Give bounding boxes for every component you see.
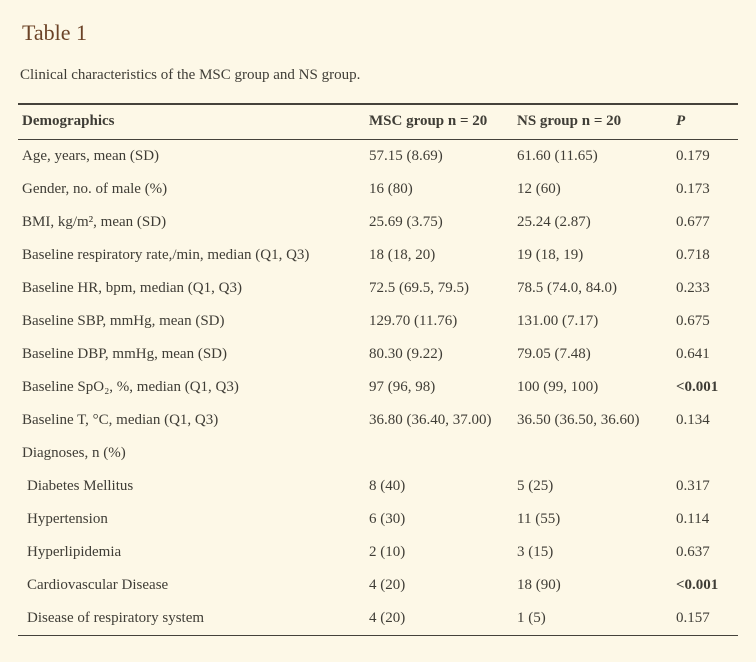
- row-label-cell: Baseline T, °C, median (Q1, Q3): [22, 412, 219, 429]
- row-label-cell: Cardiovascular Disease: [27, 577, 169, 594]
- table-row: Gender, no. of male (%) 16 (80) 12 (60) 0.1…: [18, 173, 738, 206]
- msc-group-value-cell: 57.15 (8.69): [369, 148, 443, 165]
- row-label-cell: Baseline HR, bpm, median (Q1, Q3): [22, 280, 242, 297]
- msc-group-value-cell: [365, 437, 513, 470]
- ns-group-value-cell: 18 (90): [517, 577, 561, 594]
- column-header-ns-group: NS group n = 20: [517, 113, 622, 130]
- table-row: Baseline SBP, mmHg, mean (SD) 129.70 (11.…: [18, 305, 738, 338]
- p-value-cell: 0.637: [676, 544, 710, 561]
- p-value-cell: 0.233: [676, 280, 710, 297]
- row-label-cell: Baseline SBP, mmHg, mean (SD): [22, 313, 225, 330]
- msc-group-value-cell: 16 (80): [369, 181, 413, 198]
- column-header-msc-group: MSC group n = 20: [369, 113, 488, 130]
- table-row: Baseline DBP, mmHg, mean (SD) 80.30 (9.22…: [18, 338, 738, 371]
- ns-group-value-cell: 79.05 (7.48): [517, 346, 591, 363]
- msc-group-value-cell: 2 (10): [369, 544, 406, 561]
- table-title: Table 1: [22, 20, 88, 45]
- row-label-cell: Disease of respiratory system: [27, 610, 205, 627]
- row-label-cell: Baseline SpO₂, %, median (Q1, Q3): [22, 379, 239, 396]
- clinical-characteristics-table: Demographics MSC group n = 20 NS group n…: [18, 103, 738, 637]
- ns-group-value-cell: 131.00 (7.17): [517, 313, 599, 330]
- table-row: Age, years, mean (SD) 57.15 (8.69) 61.60 (…: [18, 140, 738, 174]
- msc-group-value-cell: 4 (20): [369, 577, 406, 594]
- ns-group-value-cell: 19 (18, 19): [517, 247, 584, 264]
- p-value-cell: 0.179: [676, 148, 710, 165]
- msc-group-value-cell: 8 (40): [369, 478, 406, 495]
- table-row: Baseline T, °C, median (Q1, Q3) 36.80 (36…: [18, 404, 738, 437]
- p-value-cell: 0.114: [676, 511, 710, 528]
- p-value-cell: <0.001: [676, 379, 719, 396]
- p-value-cell: 0.134: [676, 412, 710, 429]
- row-label-cell: Gender, no. of male (%): [22, 181, 168, 198]
- msc-group-value-cell: 4 (20): [369, 610, 406, 627]
- ns-group-value-cell: 25.24 (2.87): [517, 214, 591, 231]
- ns-group-value-cell: 61.60 (11.65): [517, 148, 598, 165]
- row-label-cell: Hyperlipidemia: [27, 544, 122, 561]
- ns-group-value-cell: 100 (99, 100): [517, 379, 599, 396]
- table-header: Demographics MSC group n = 20 NS group n…: [18, 104, 738, 140]
- ns-group-value-cell: [513, 437, 672, 470]
- msc-group-value-cell: 129.70 (11.76): [369, 313, 458, 330]
- article-table-page: Table 1 Clinical characteristics of the …: [0, 20, 756, 662]
- column-header-p-value: P: [676, 113, 686, 130]
- ns-group-value-cell: 36.50 (36.50, 36.60): [517, 412, 640, 429]
- row-label-cell: Baseline respiratory rate,/min, median (…: [22, 247, 310, 264]
- msc-group-value-cell: 18 (18, 20): [369, 247, 436, 264]
- row-label-cell: Hypertension: [27, 511, 108, 528]
- column-header-demographics: Demographics: [22, 113, 115, 130]
- row-label-cell: BMI, kg/m², mean (SD): [22, 214, 167, 231]
- table-caption: Clinical characteristics of the MSC grou…: [20, 67, 361, 84]
- p-value-cell: <0.001: [676, 577, 719, 594]
- table-row: Disease of respiratory system 4 (20) 1 (5)…: [18, 602, 738, 636]
- table-row: Cardiovascular Disease 4 (20) 18 (90) <0.00…: [18, 569, 738, 602]
- table-row: Baseline respiratory rate,/min, median (…: [18, 239, 738, 272]
- msc-group-value-cell: 25.69 (3.75): [369, 214, 443, 231]
- row-label-cell: Diagnoses, n (%): [22, 445, 126, 462]
- row-label-cell: Age, years, mean (SD): [22, 148, 160, 165]
- row-label-cell: Baseline DBP, mmHg, mean (SD): [22, 346, 227, 363]
- table-header-row: Demographics MSC group n = 20 NS group n…: [18, 104, 738, 140]
- table-row: Diabetes Mellitus 8 (40) 5 (25) 0.317: [18, 470, 738, 503]
- p-value-cell: 0.157: [676, 610, 710, 627]
- p-value-cell: 0.718: [676, 247, 710, 264]
- p-value-cell: 0.317: [676, 478, 710, 495]
- table-body: Age, years, mean (SD) 57.15 (8.69) 61.60 (…: [18, 140, 738, 636]
- p-value-cell: 0.675: [676, 313, 710, 330]
- table-row: Diagnoses, n (%): [18, 437, 738, 470]
- table-row: Hyperlipidemia 2 (10) 3 (15) 0.637: [18, 536, 738, 569]
- table-row: Baseline SpO₂, %, median (Q1, Q3) 97 (96,…: [18, 371, 738, 404]
- msc-group-value-cell: 97 (96, 98): [369, 379, 436, 396]
- ns-group-value-cell: 1 (5): [517, 610, 546, 627]
- msc-group-value-cell: 72.5 (69.5, 79.5): [369, 280, 469, 297]
- row-label-cell: Diabetes Mellitus: [27, 478, 134, 495]
- ns-group-value-cell: 12 (60): [517, 181, 561, 198]
- msc-group-value-cell: 80.30 (9.22): [369, 346, 443, 363]
- p-value-cell: [672, 437, 738, 470]
- msc-group-value-cell: 6 (30): [369, 511, 406, 528]
- ns-group-value-cell: 3 (15): [517, 544, 554, 561]
- p-value-cell: 0.173: [676, 181, 710, 198]
- msc-group-value-cell: 36.80 (36.40, 37.00): [369, 412, 492, 429]
- ns-group-value-cell: 11 (55): [517, 511, 561, 528]
- ns-group-value-cell: 78.5 (74.0, 84.0): [517, 280, 617, 297]
- ns-group-value-cell: 5 (25): [517, 478, 554, 495]
- p-value-cell: 0.677: [676, 214, 710, 231]
- table-row: BMI, kg/m², mean (SD) 25.69 (3.75) 25.24 (…: [18, 206, 738, 239]
- table-row: Baseline HR, bpm, median (Q1, Q3) 72.5 (6…: [18, 272, 738, 305]
- table-row: Hypertension 6 (30) 11 (55) 0.114: [18, 503, 738, 536]
- p-value-cell: 0.641: [676, 346, 710, 363]
